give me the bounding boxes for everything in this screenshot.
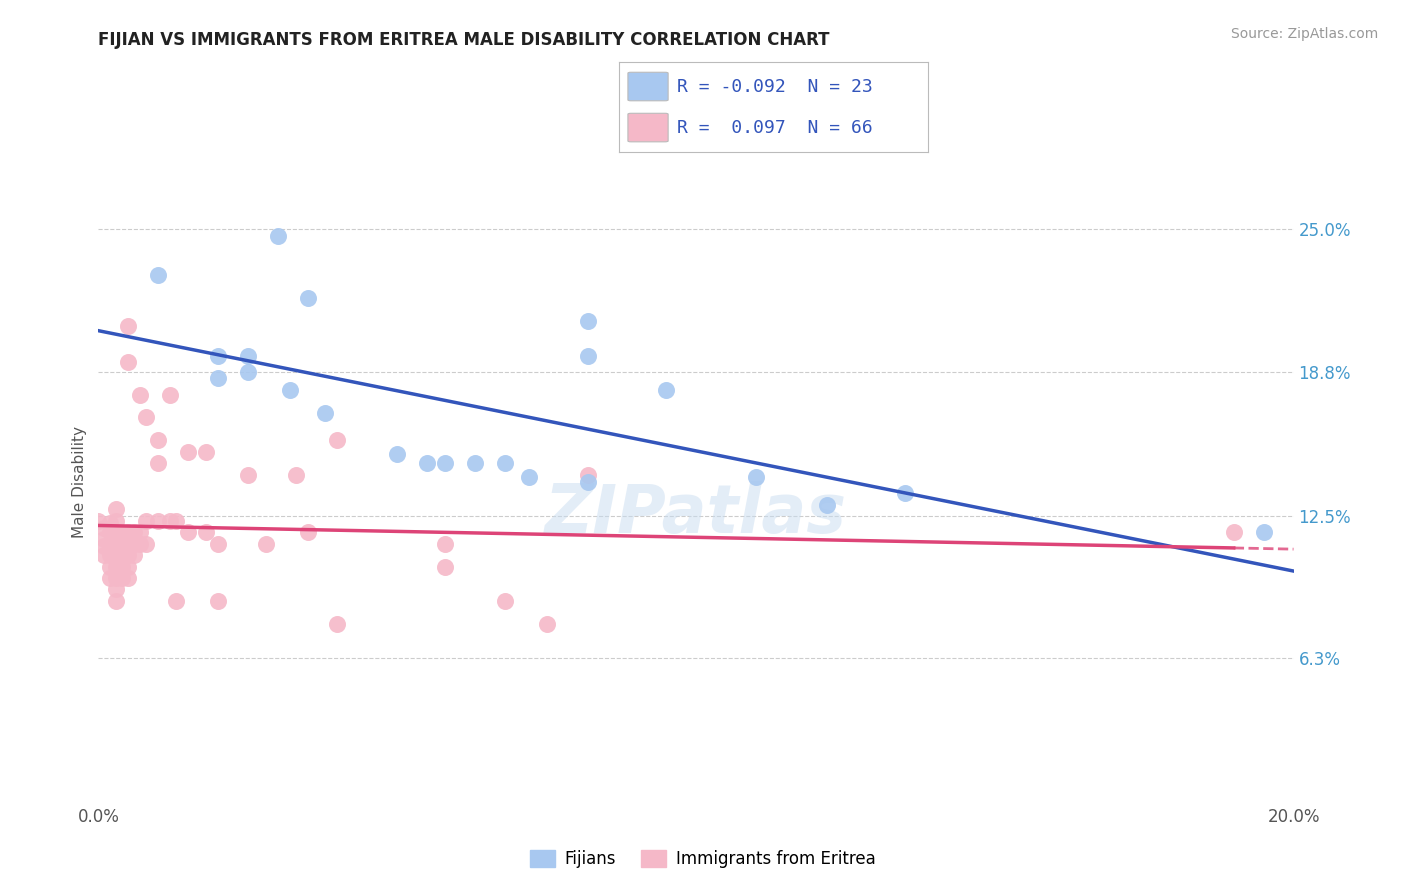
Point [111, 548, 134, 562]
Point [434, 536, 457, 550]
Point [105, 594, 128, 608]
Point [326, 434, 349, 448]
FancyBboxPatch shape [628, 113, 668, 142]
Point [464, 456, 486, 470]
Point [93, 539, 115, 553]
Point [93, 532, 115, 546]
Point [297, 291, 319, 305]
Point [159, 514, 181, 528]
Point [100, 559, 122, 574]
Point [434, 559, 457, 574]
Point [105, 514, 128, 528]
Point [278, 383, 301, 397]
Point [815, 498, 838, 512]
Text: R = -0.092  N = 23: R = -0.092 N = 23 [678, 78, 873, 95]
Point [326, 616, 349, 631]
Point [100, 571, 122, 585]
Point [236, 467, 259, 482]
Legend: Fijians, Immigrants from Eritrea: Fijians, Immigrants from Eritrea [523, 843, 883, 875]
Point [129, 536, 152, 550]
Point [135, 514, 157, 528]
Text: Source: ZipAtlas.com: Source: ZipAtlas.com [1230, 27, 1378, 41]
Y-axis label: Male Disability: Male Disability [72, 425, 87, 538]
Point [129, 525, 152, 540]
Point [894, 486, 917, 500]
Point [284, 467, 307, 482]
Point [254, 536, 277, 550]
Point [195, 445, 218, 459]
Point [236, 349, 259, 363]
Point [87, 514, 110, 528]
Point [578, 314, 600, 328]
Point [207, 349, 229, 363]
Point [124, 548, 146, 562]
Point [111, 571, 134, 585]
Point [124, 536, 146, 550]
Point [148, 434, 170, 448]
Point [416, 456, 439, 470]
Point [494, 594, 516, 608]
Point [578, 475, 600, 489]
Point [117, 559, 139, 574]
Point [494, 456, 516, 470]
Point [105, 502, 128, 516]
Point [578, 467, 600, 482]
Point [207, 594, 229, 608]
Point [655, 383, 678, 397]
Point [105, 559, 128, 574]
Point [165, 514, 187, 528]
Point [135, 536, 157, 550]
Text: FIJIAN VS IMMIGRANTS FROM ERITREA MALE DISABILITY CORRELATION CHART: FIJIAN VS IMMIGRANTS FROM ERITREA MALE D… [98, 31, 830, 49]
Point [148, 456, 170, 470]
Point [93, 520, 115, 534]
Point [105, 525, 128, 540]
Point [745, 470, 768, 484]
Point [105, 548, 128, 562]
Point [236, 365, 259, 379]
Point [177, 445, 200, 459]
Point [117, 318, 139, 333]
Point [100, 548, 122, 562]
Point [105, 571, 128, 585]
Point [148, 514, 170, 528]
Point [578, 349, 600, 363]
Point [105, 536, 128, 550]
Point [434, 456, 457, 470]
Point [93, 548, 115, 562]
Point [111, 536, 134, 550]
Point [315, 406, 337, 420]
Point [207, 371, 229, 385]
Point [117, 355, 139, 369]
Point [111, 525, 134, 540]
Point [111, 559, 134, 574]
Point [385, 447, 409, 461]
Point [159, 387, 181, 401]
FancyBboxPatch shape [628, 72, 668, 101]
Point [124, 525, 146, 540]
Point [1253, 525, 1275, 540]
Point [105, 582, 128, 597]
Point [135, 410, 157, 425]
Point [195, 525, 218, 540]
Text: ZIPatlas: ZIPatlas [546, 481, 846, 547]
Point [267, 229, 290, 244]
Point [117, 571, 139, 585]
Point [117, 548, 139, 562]
Text: R =  0.097  N = 66: R = 0.097 N = 66 [678, 119, 873, 136]
Point [148, 268, 170, 283]
Point [100, 516, 122, 530]
Point [100, 525, 122, 540]
Point [129, 387, 152, 401]
Point [165, 594, 187, 608]
Point [117, 525, 139, 540]
Point [100, 536, 122, 550]
Point [536, 616, 558, 631]
Point [117, 536, 139, 550]
Point [207, 536, 229, 550]
Point [1223, 525, 1246, 540]
Point [297, 525, 319, 540]
Point [517, 470, 540, 484]
Point [177, 525, 200, 540]
